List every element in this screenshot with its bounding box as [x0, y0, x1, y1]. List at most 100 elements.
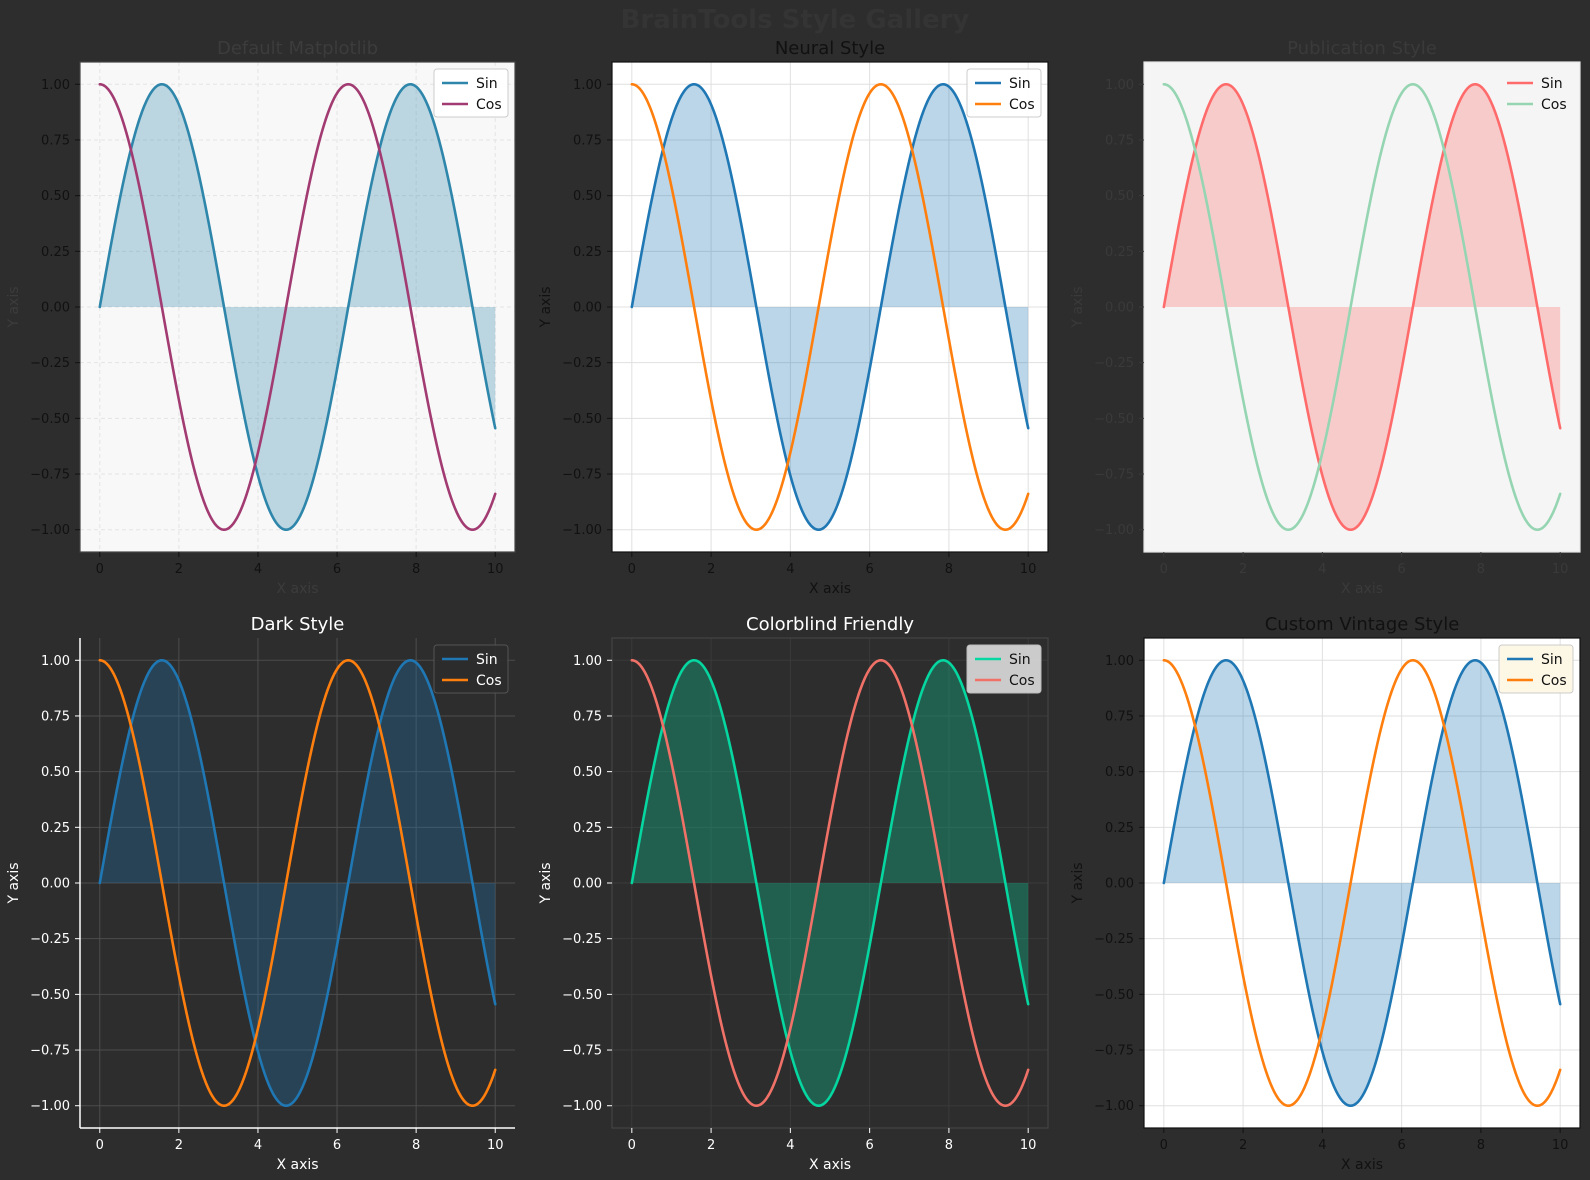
y-tick-label: 0.25 [41, 245, 70, 260]
y-tick-label: 0.00 [41, 877, 70, 892]
series-line-sin [98, 82, 497, 532]
x-tick-label: 10 [487, 1138, 504, 1153]
series-line-cos [1162, 82, 1562, 532]
x-tick-label: 0 [1160, 562, 1168, 577]
chart-title: Custom Vintage Style [1265, 614, 1460, 635]
y-tick-label: 1.00 [1105, 654, 1134, 669]
y-tick-label: −0.75 [1094, 1044, 1134, 1059]
y-tick-label: −1.00 [562, 1099, 602, 1114]
y-tick-label: 0.00 [573, 301, 602, 316]
y-tick-label: 0.00 [41, 301, 70, 316]
x-tick-label: 0 [628, 562, 636, 577]
y-tick-label: −0.25 [30, 932, 70, 947]
y-tick-label: 0.50 [1105, 765, 1134, 780]
y-tick-label: 1.00 [573, 78, 602, 93]
y-tick-label: −0.75 [30, 468, 70, 483]
x-tick-label: 2 [175, 1138, 183, 1153]
y-tick-label: 0.75 [573, 709, 602, 724]
y-tick-label: −0.25 [1094, 932, 1134, 947]
x-tick-label: 4 [254, 1138, 262, 1153]
x-axis-label: X axis [1341, 581, 1383, 597]
x-tick-label: 8 [412, 562, 420, 577]
chart-panel-6: 0 2 4 6 8 10 1.00 0.75 0.50 0.25 0.00 −0.25 −0.50 −0.… [1070, 614, 1581, 1173]
x-tick-label: 10 [1552, 1138, 1569, 1153]
series-line-cos [630, 82, 1030, 532]
x-tick-label: 4 [254, 562, 262, 577]
x-tick-label: 0 [96, 1138, 104, 1153]
y-tick-label: −0.50 [562, 988, 602, 1003]
x-tick-label: 2 [1239, 562, 1247, 577]
series-fill-sin [99, 84, 496, 530]
x-tick-label: 8 [945, 1138, 953, 1153]
series-line-cos [630, 658, 1030, 1108]
legend-label: Sin [1541, 652, 1563, 668]
chart-title: Colorblind Friendly [746, 614, 914, 635]
x-tick-label: 10 [1020, 1138, 1037, 1153]
y-tick-label: 0.00 [573, 877, 602, 892]
chart-title: Default Matplotlib [217, 38, 378, 59]
x-tick-label: 6 [865, 1138, 873, 1153]
series-line-sin [630, 82, 1030, 532]
legend-label: Sin [476, 652, 498, 668]
chart-panel-2: 0 2 4 6 8 10 1.00 0.75 0.50 0.25 0.00 −0.25 −0.50 −0.… [538, 38, 1049, 597]
series-line-sin [1162, 82, 1562, 532]
x-tick-label: 6 [865, 562, 873, 577]
y-axis-label: Y axis [6, 862, 22, 904]
y-tick-label: −0.50 [1094, 412, 1134, 427]
series-fill-sin [99, 660, 496, 1106]
x-tick-label: 0 [628, 1138, 636, 1153]
y-tick-label: 1.00 [41, 654, 70, 669]
chart-title: Dark Style [251, 614, 345, 635]
y-axis-label: Y axis [538, 286, 554, 328]
y-tick-label: −0.25 [562, 932, 602, 947]
series-fill-sin [631, 84, 1029, 530]
y-tick-label: 0.25 [1105, 245, 1134, 260]
y-tick-label: −0.50 [562, 412, 602, 427]
chart-panel-1: 0 2 4 6 8 10 1.00 0.75 0.50 0.25 0.00 −0.25 −0.50 −0.… [6, 38, 516, 597]
gallery-title: BrainTools Style Gallery [620, 5, 970, 35]
x-tick-label: 6 [333, 562, 341, 577]
series-fill-sin [1163, 660, 1561, 1106]
x-tick-label: 4 [1318, 562, 1326, 577]
legend-label: Sin [1009, 76, 1031, 92]
legend-label: Cos [1009, 673, 1035, 689]
y-tick-label: −1.00 [562, 523, 602, 538]
y-tick-label: 0.00 [1105, 301, 1134, 316]
legend-label: Sin [476, 76, 498, 92]
y-tick-label: 0.75 [573, 133, 602, 148]
legend-label: Cos [1541, 97, 1567, 113]
series-line-cos [98, 658, 497, 1108]
y-tick-label: −0.75 [562, 1044, 602, 1059]
series-line-sin [1162, 658, 1562, 1108]
x-axis-label: X axis [1341, 1157, 1383, 1173]
y-tick-label: 0.75 [1105, 709, 1134, 724]
chart-title: Neural Style [775, 38, 885, 59]
x-axis-label: X axis [809, 1157, 851, 1173]
x-tick-label: 2 [175, 562, 183, 577]
series-line-sin [630, 658, 1030, 1108]
y-tick-label: −1.00 [30, 523, 70, 538]
y-axis-label: Y axis [6, 286, 22, 328]
y-tick-label: 0.50 [41, 765, 70, 780]
x-tick-label: 8 [1477, 1138, 1485, 1153]
series-line-sin [98, 658, 497, 1108]
y-tick-label: 0.75 [1105, 133, 1134, 148]
y-tick-label: 0.25 [41, 821, 70, 836]
legend-label: Sin [1541, 76, 1563, 92]
x-tick-label: 8 [1477, 562, 1485, 577]
y-tick-label: −0.50 [30, 988, 70, 1003]
legend-label: Sin [1009, 652, 1031, 668]
x-tick-label: 2 [707, 1138, 715, 1153]
y-axis-label: Y axis [538, 862, 554, 904]
y-tick-label: 0.50 [1105, 189, 1134, 204]
y-tick-label: 0.00 [1105, 877, 1134, 892]
y-tick-label: −0.25 [30, 356, 70, 371]
x-tick-label: 0 [96, 562, 104, 577]
x-tick-label: 6 [333, 1138, 341, 1153]
x-tick-label: 2 [707, 562, 715, 577]
x-tick-label: 10 [1552, 562, 1569, 577]
y-tick-label: −0.25 [562, 356, 602, 371]
x-axis-label: X axis [809, 581, 851, 597]
y-tick-label: 0.50 [41, 189, 70, 204]
y-tick-label: 1.00 [41, 78, 70, 93]
